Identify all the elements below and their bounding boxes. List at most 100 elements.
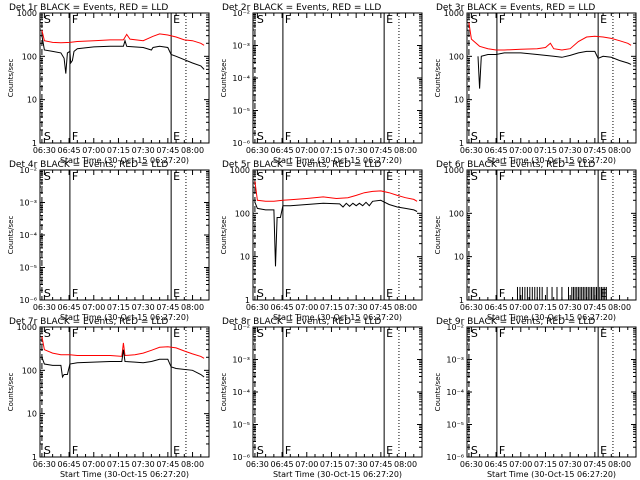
y-tick-label: 10⁻⁶	[19, 296, 37, 305]
chart-title: Det 7r BLACK = Events, RED = LLD	[9, 317, 168, 327]
chart-title: Det 4r BLACK = Events, RED = LLD	[9, 160, 168, 170]
x-tick-label: 07:30	[132, 146, 155, 155]
y-tick-label: 10⁻²	[446, 323, 464, 332]
y-tick-label: 10⁻³	[232, 42, 250, 51]
x-tick-label: 07:00	[295, 303, 318, 312]
marker-label-top: S	[257, 327, 264, 340]
x-axis-label: Start Time (30-Oct-15 06:27:20)	[273, 470, 402, 479]
y-axis-label: Counts/sec	[220, 59, 228, 98]
y-tick-label: 10⁻⁶	[232, 139, 250, 148]
series-line-lld	[468, 22, 632, 51]
y-axis-label: Counts/sec	[434, 373, 442, 412]
marker-label-bottom: E	[386, 130, 393, 143]
y-tick-label: 1	[459, 296, 464, 305]
y-tick-label: 10	[27, 410, 37, 419]
x-tick-label: 07:30	[132, 460, 155, 469]
marker-label-bottom: S	[471, 130, 478, 143]
y-tick-label: 10⁻⁴	[232, 388, 250, 397]
y-axis-label: Counts/sec	[220, 216, 228, 255]
y-tick-label: 10	[454, 96, 464, 105]
chart-title: Det 8r BLACK = Events, RED = LLD	[222, 317, 381, 327]
chart-panel-9r: Det 9r BLACK = Events, RED = LLD 10⁻⁶ 10⁻⁵…	[434, 317, 637, 479]
marker-label-top: E	[600, 170, 607, 183]
marker-label-bottom: S	[44, 130, 51, 143]
y-axis-label: Counts/sec	[7, 216, 15, 255]
y-tick-label: 10	[454, 253, 464, 262]
x-tick-label: 08:00	[181, 146, 204, 155]
marker-label-bottom: S	[257, 287, 264, 300]
x-tick-label: 08:00	[394, 146, 417, 155]
series-line-events	[254, 199, 418, 267]
y-tick-label: 10⁻²	[232, 323, 250, 332]
marker-label-top: S	[44, 327, 51, 340]
chart-panel-3r: Det 3r BLACK = Events, RED = LLD 1 10 100 10…	[434, 3, 637, 165]
series-line-lld	[41, 30, 205, 46]
x-tick-label: 07:45	[583, 146, 606, 155]
series-line-events	[477, 50, 632, 89]
marker-label-bottom: S	[471, 287, 478, 300]
y-tick-label: 1000	[444, 166, 464, 175]
y-tick-label: 100	[22, 52, 37, 61]
y-tick-label: 1000	[17, 323, 37, 332]
y-tick-label: 10⁻⁴	[232, 74, 250, 83]
marker-label-bottom: E	[600, 130, 607, 143]
y-tick-label: 10	[240, 253, 250, 262]
x-tick-label: 06:45	[485, 460, 508, 469]
y-tick-label: 10⁻⁴	[446, 388, 464, 397]
marker-label-top: S	[471, 13, 478, 26]
marker-label-top: S	[257, 170, 264, 183]
marker-label-bottom: F	[72, 444, 78, 457]
marker-label-bottom: F	[499, 130, 505, 143]
y-tick-label: 10⁻⁶	[446, 453, 464, 462]
y-tick-label: 10⁻²	[19, 166, 37, 175]
plot-frame	[466, 12, 637, 144]
y-axis-label: Counts/sec	[7, 59, 15, 98]
x-tick-label: 07:00	[295, 146, 318, 155]
x-tick-label: 06:30	[246, 146, 269, 155]
y-tick-label: 10⁻³	[446, 356, 464, 365]
chart-panel-6r: Det 6r BLACK = Events, RED = LLD 1 10 100 10…	[434, 160, 637, 322]
x-tick-label: 06:30	[33, 460, 56, 469]
marker-label-top: S	[257, 13, 264, 26]
plot-frame	[466, 326, 637, 458]
plot-frame	[39, 169, 210, 301]
marker-label-top: E	[600, 327, 607, 340]
x-tick-label: 06:30	[460, 303, 483, 312]
y-tick-label: 10⁻³	[19, 199, 37, 208]
x-tick-label: 08:00	[181, 303, 204, 312]
x-tick-label: 07:15	[534, 303, 557, 312]
plot-frame	[39, 326, 210, 458]
x-tick-label: 07:45	[583, 303, 606, 312]
y-tick-label: 10⁻³	[232, 356, 250, 365]
plot-frame	[252, 12, 423, 144]
marker-label-bottom: S	[44, 444, 51, 457]
marker-label-bottom: S	[44, 287, 51, 300]
y-tick-label: 10⁻⁵	[232, 107, 250, 116]
x-tick-label: 06:45	[58, 146, 81, 155]
marker-label-top: F	[72, 170, 78, 183]
y-axis-label: Counts/sec	[7, 373, 15, 412]
marker-label-top: E	[386, 170, 393, 183]
x-tick-label: 07:30	[559, 460, 582, 469]
x-tick-label: 07:15	[534, 146, 557, 155]
marker-label-bottom: S	[257, 130, 264, 143]
marker-label-bottom: S	[471, 444, 478, 457]
x-tick-label: 06:45	[271, 460, 294, 469]
marker-label-top: F	[72, 13, 78, 26]
y-tick-label: 10⁻⁴	[19, 231, 37, 240]
marker-label-bottom: E	[386, 444, 393, 457]
x-tick-label: 07:30	[345, 303, 368, 312]
x-tick-label: 06:45	[271, 146, 294, 155]
marker-label-bottom: F	[72, 130, 78, 143]
marker-label-bottom: S	[257, 444, 264, 457]
x-tick-label: 06:30	[246, 460, 269, 469]
x-tick-label: 06:30	[460, 146, 483, 155]
y-tick-label: 10⁻⁶	[232, 453, 250, 462]
y-tick-label: 10⁻⁵	[232, 421, 250, 430]
y-tick-label: 10	[27, 96, 37, 105]
chart-title: Det 1r BLACK = Events, RED = LLD	[9, 3, 168, 13]
x-tick-label: 07:00	[295, 460, 318, 469]
x-tick-label: 08:00	[181, 460, 204, 469]
x-tick-label: 07:45	[156, 460, 179, 469]
